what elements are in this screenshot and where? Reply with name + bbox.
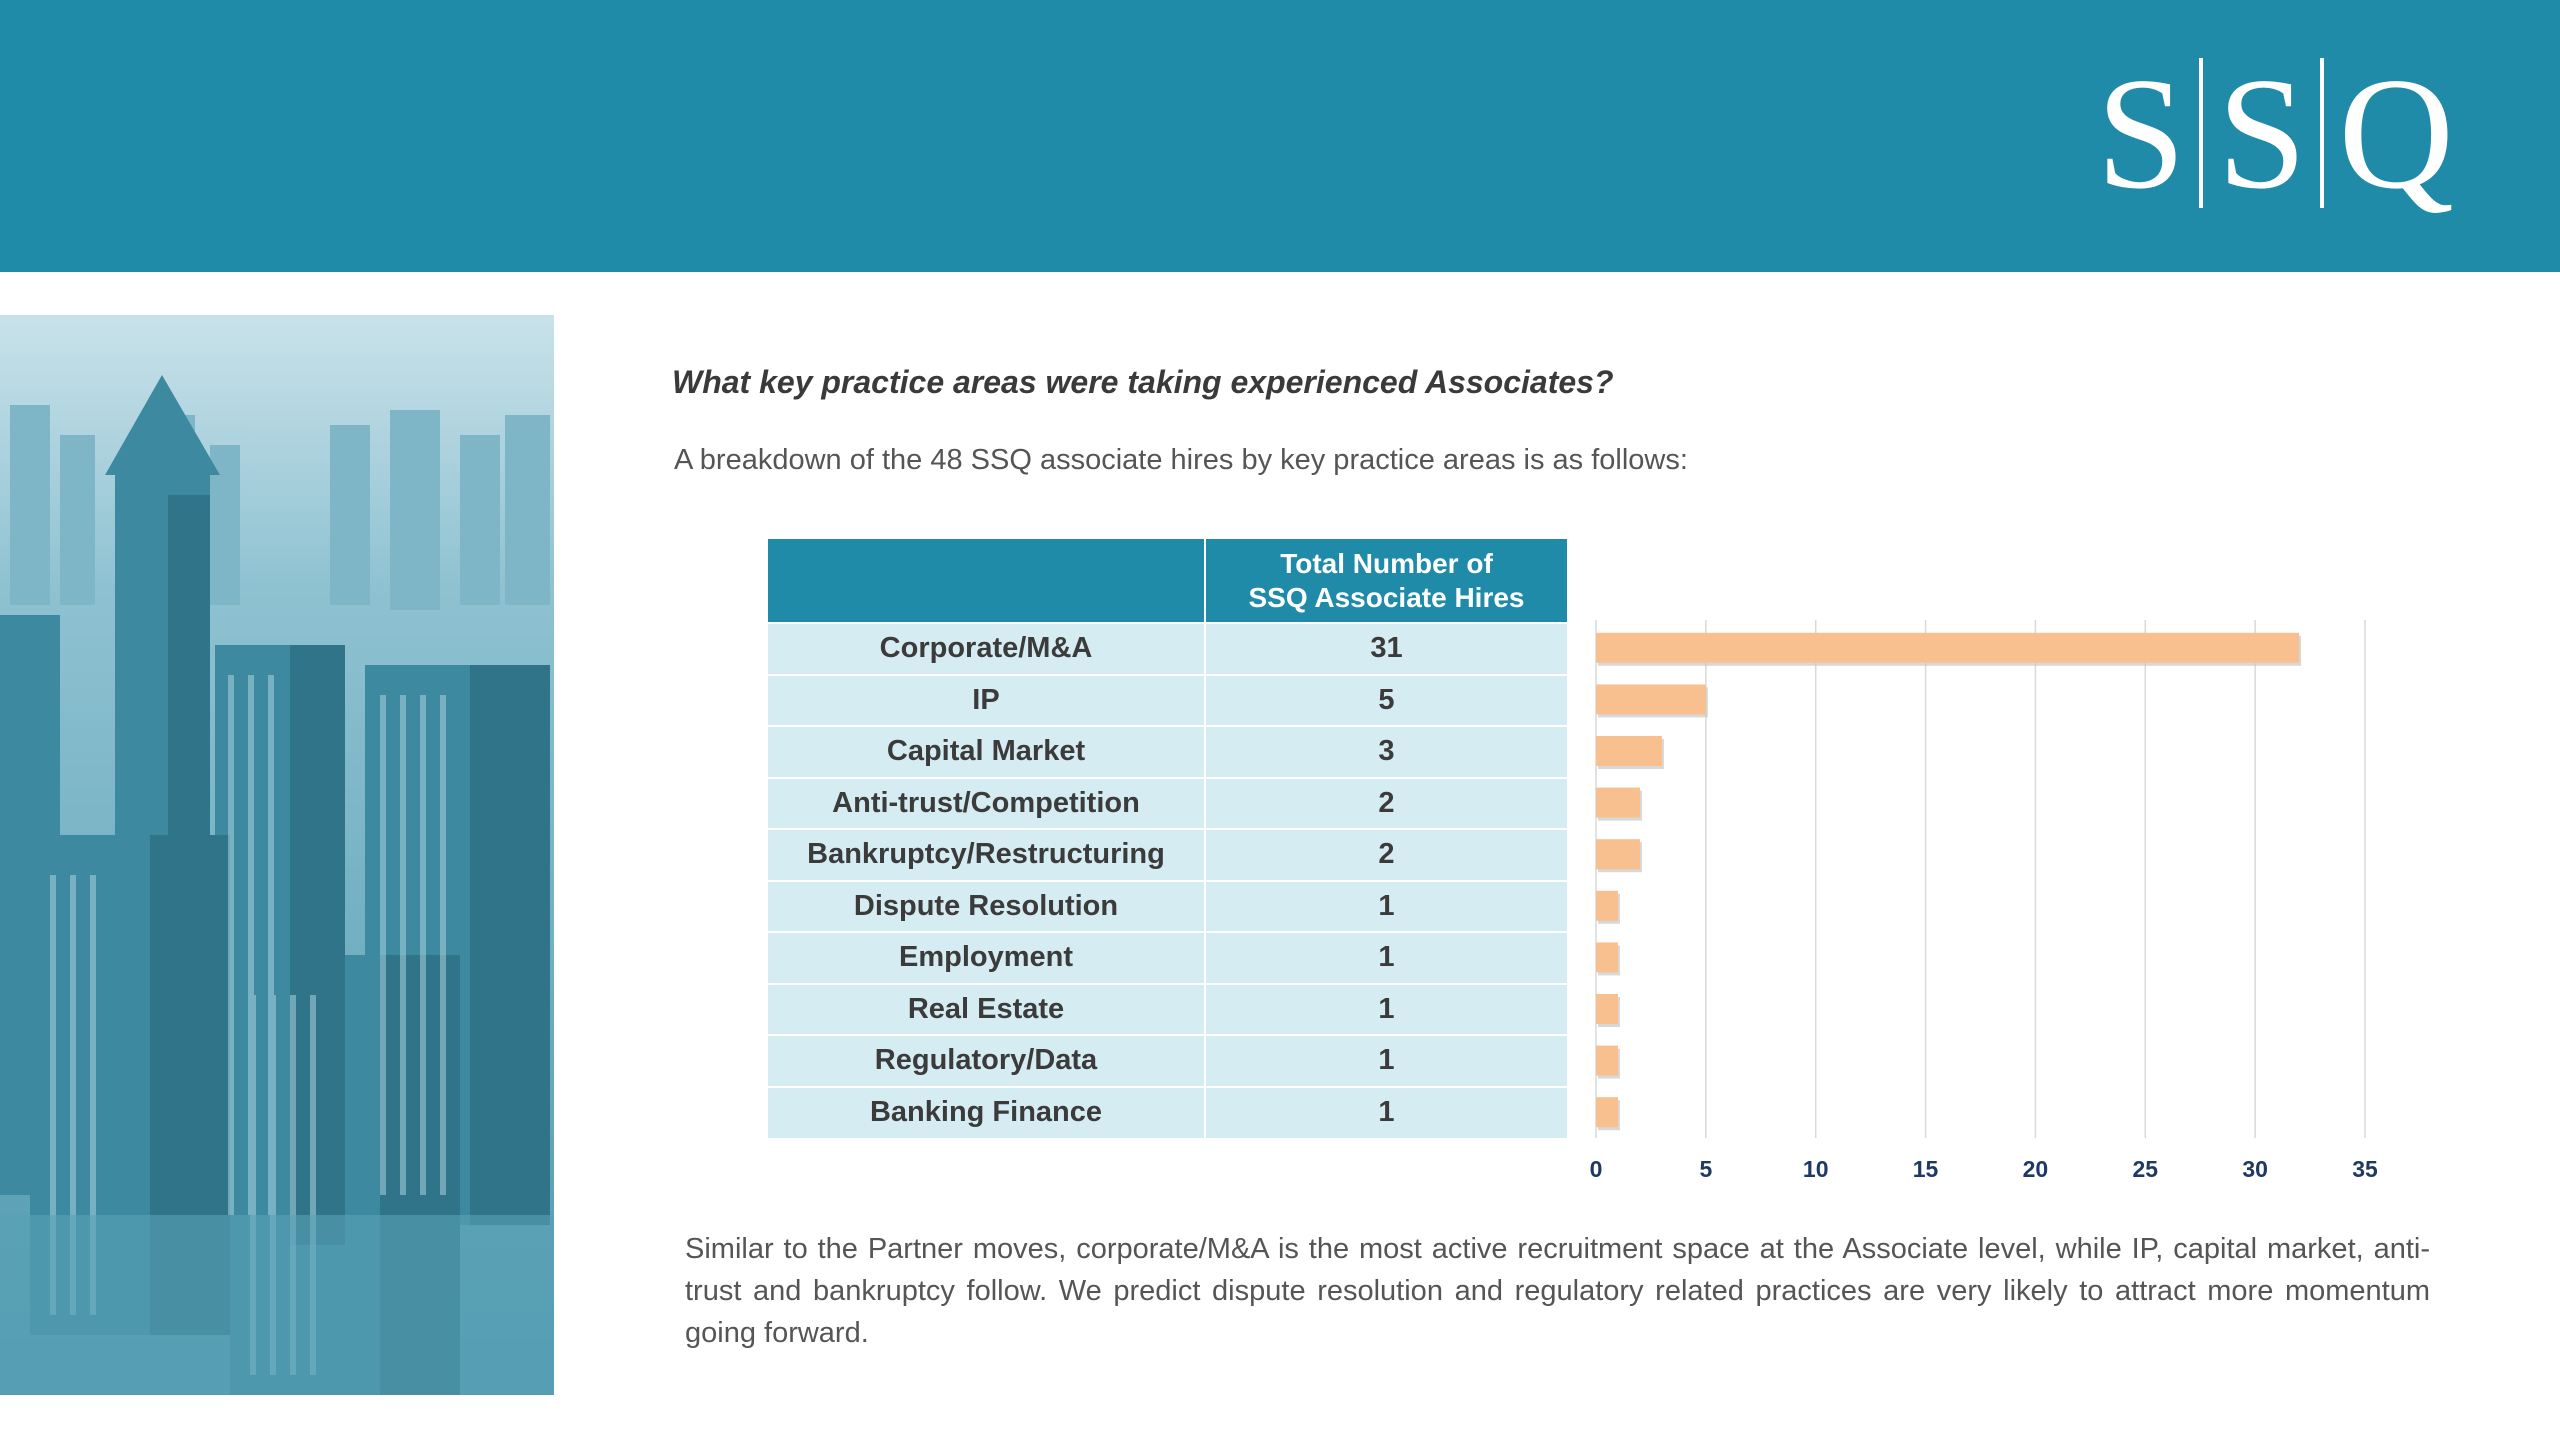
bar <box>1596 994 1618 1024</box>
table-row: Real Estate 1 <box>768 982 1567 1035</box>
practice-area-cell: Employment <box>768 931 1206 984</box>
bar <box>1596 684 1706 715</box>
hires-count-cell: 5 <box>1205 673 1567 726</box>
table-row: Dispute Resolution 1 <box>768 879 1567 932</box>
hires-count-cell: 31 <box>1205 622 1567 675</box>
practice-area-cell: IP <box>768 673 1206 726</box>
hires-count-cell: 2 <box>1205 776 1567 829</box>
x-tick-label: 25 <box>2132 1156 2158 1182</box>
hires-bar-chart: 0 5 10 15 20 25 30 35 <box>1590 620 2378 1182</box>
x-tick-label: 5 <box>1699 1156 1712 1182</box>
intro-text: A breakdown of the 48 SSQ associate hire… <box>674 444 1688 476</box>
practice-area-cell: Banking Finance <box>768 1085 1206 1138</box>
table-row: Corporate/M&A 31 <box>768 622 1567 675</box>
hires-count-cell: 1 <box>1205 1034 1567 1087</box>
table-row: Bankruptcy/Restructuring 2 <box>768 828 1567 881</box>
x-tick-label: 15 <box>1913 1156 1939 1182</box>
table-header-hires: Total Number of SSQ Associate Hires <box>1205 539 1567 623</box>
x-tick-label: 0 <box>1590 1156 1603 1182</box>
table-row: Banking Finance 1 <box>768 1085 1567 1138</box>
bar <box>1596 787 1640 818</box>
practice-area-cell: Corporate/M&A <box>768 622 1206 675</box>
hires-count-cell: 1 <box>1205 879 1567 932</box>
practice-area-cell: Capital Market <box>768 725 1206 778</box>
table-row: Capital Market 3 <box>768 725 1567 778</box>
practice-area-cell: Real Estate <box>768 982 1206 1035</box>
practice-area-table: Total Number of SSQ Associate Hires Corp… <box>768 539 1567 1138</box>
city-skyline-photo <box>0 315 554 1395</box>
hires-count-cell: 2 <box>1205 828 1567 881</box>
bar <box>1596 890 1618 921</box>
bar <box>1596 839 1640 870</box>
practice-area-cell: Bankruptcy/Restructuring <box>768 828 1206 881</box>
bar <box>1596 736 1662 766</box>
practice-area-cell: Regulatory/Data <box>768 1034 1206 1087</box>
ssq-logo: S S Q <box>2096 44 2454 222</box>
hires-count-cell: 3 <box>1205 725 1567 778</box>
table-row: Regulatory/Data 1 <box>768 1034 1567 1087</box>
table-row: IP 5 <box>768 673 1567 726</box>
bar <box>1596 942 1618 973</box>
hires-count-cell: 1 <box>1205 1085 1567 1138</box>
x-tick-label: 30 <box>2242 1156 2268 1182</box>
bar <box>1596 1097 1618 1128</box>
table-row: Anti-trust/Competition 2 <box>768 776 1567 829</box>
table-row: Employment 1 <box>768 931 1567 984</box>
hires-count-cell: 1 <box>1205 931 1567 984</box>
x-tick-label: 35 <box>2352 1156 2378 1182</box>
bar <box>1596 1045 1618 1076</box>
question-heading: What key practice areas were taking expe… <box>672 364 1614 400</box>
table-header-blank <box>768 539 1206 623</box>
x-tick-label: 20 <box>2023 1156 2049 1182</box>
hires-count-cell: 1 <box>1205 982 1567 1035</box>
x-tick-label: 10 <box>1803 1156 1829 1182</box>
header-banner: S S Q <box>0 0 2560 272</box>
practice-area-cell: Dispute Resolution <box>768 879 1206 932</box>
conclusion-text: Similar to the Partner moves, corporate/… <box>685 1233 2430 1349</box>
practice-area-cell: Anti-trust/Competition <box>768 776 1206 829</box>
bar <box>1596 632 2300 663</box>
